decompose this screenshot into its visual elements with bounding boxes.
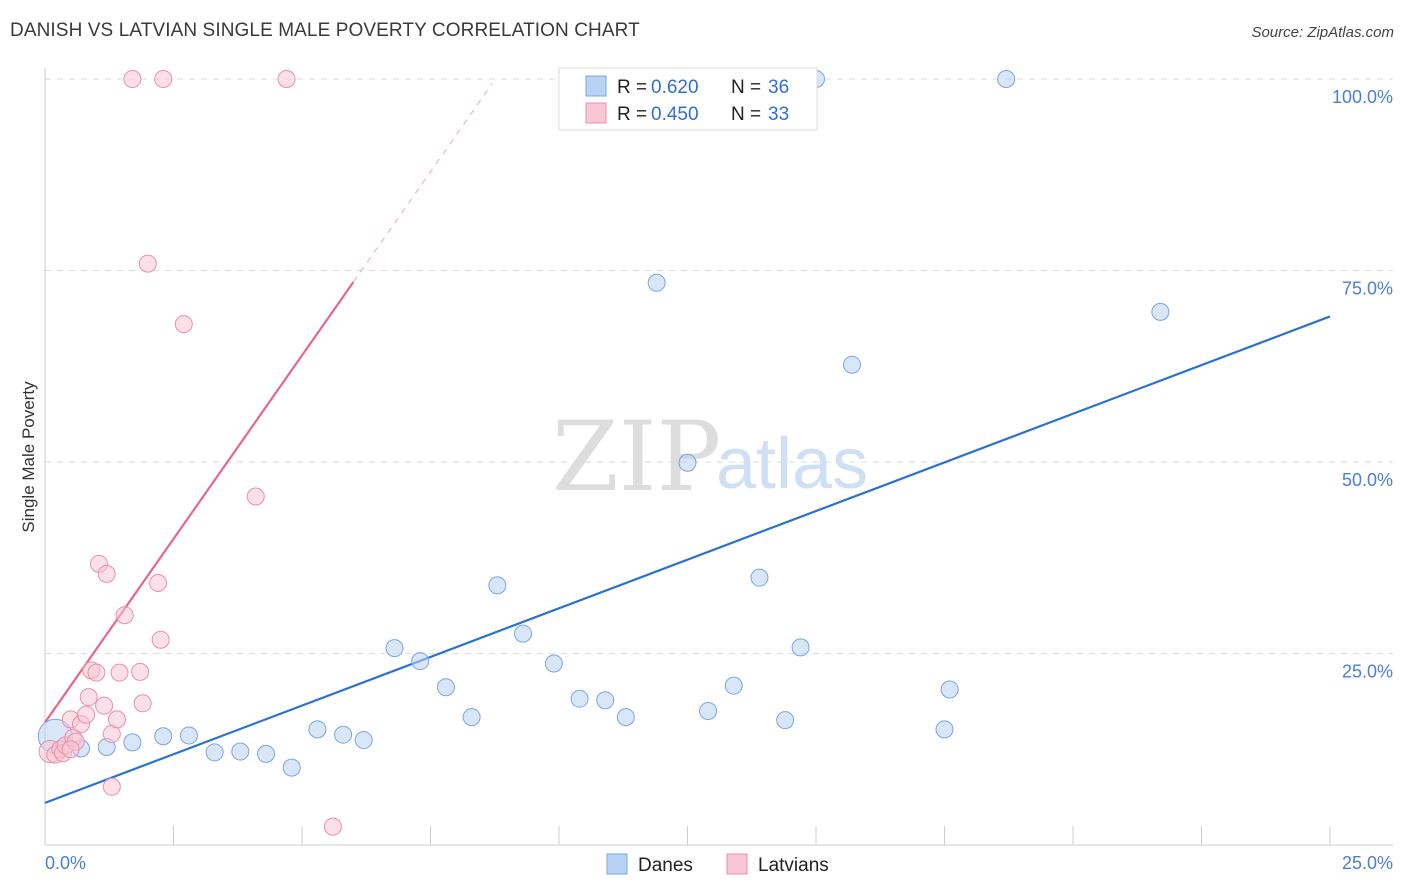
- danes-point: [179, 726, 198, 745]
- danes-point: [570, 689, 589, 708]
- latvians-point: [151, 630, 170, 649]
- latvians-point: [107, 710, 126, 729]
- danes-point: [776, 711, 795, 730]
- y-tick-label-75: 75.0%: [1342, 279, 1393, 299]
- x-tick-label-min: 0.0%: [45, 853, 86, 873]
- trend-lines: [44, 83, 1331, 804]
- latvians-point: [277, 70, 296, 88]
- danes-point: [616, 708, 635, 727]
- legend-latvians-swatch: [585, 102, 607, 124]
- y-tick-labels: 25.0% 50.0% 75.0% 100.0%: [1332, 87, 1393, 682]
- latvians-point: [115, 606, 134, 625]
- bottom-legend-latvians-swatch: [726, 853, 748, 875]
- y-tick-label-50: 50.0%: [1342, 470, 1393, 490]
- danes-point: [1151, 302, 1170, 321]
- grid-lines: [45, 78, 1393, 654]
- latvians-point: [149, 574, 168, 593]
- latvians-point: [95, 696, 114, 715]
- x-tick-label-max: 25.0%: [1342, 853, 1393, 873]
- danes-point: [678, 453, 697, 472]
- danes-point: [596, 691, 615, 710]
- danes-point: [436, 678, 455, 697]
- bottom-legend-danes-swatch: [606, 853, 628, 875]
- danes-point: [940, 680, 959, 699]
- chart-title: DANISH VS LATVIAN SINGLE MALE POVERTY CO…: [10, 20, 640, 41]
- y-axis-label: Single Male Poverty: [19, 381, 38, 533]
- latvians-point: [102, 777, 121, 796]
- legend-danes-r-value: 0.620: [651, 77, 699, 98]
- bottom-legend: Danes Latvians: [606, 853, 829, 876]
- axes: [44, 68, 1393, 846]
- danes-point: [257, 744, 276, 763]
- danes-point: [308, 720, 327, 739]
- legend-danes-n-value: 36: [768, 77, 789, 98]
- latvians-point: [174, 315, 193, 334]
- danes-point: [699, 701, 718, 720]
- danes-trend-line: [44, 315, 1331, 804]
- y-tick-label-25: 25.0%: [1342, 662, 1393, 682]
- latvians-point: [123, 70, 142, 88]
- latvians-point: [323, 817, 342, 836]
- danes-point: [647, 273, 666, 292]
- danes-point: [997, 70, 1016, 88]
- danes-point: [385, 639, 404, 658]
- y-tick-label-100: 100.0%: [1332, 87, 1393, 107]
- danes-point: [411, 652, 430, 671]
- danes-point: [791, 638, 810, 657]
- legend-danes-r-label: R =: [617, 77, 647, 98]
- danes-point: [282, 758, 301, 777]
- bottom-legend-danes-label: Danes: [638, 855, 693, 876]
- danes-point: [488, 576, 507, 595]
- legend: R = 0.620 N = 36 R = 0.450 N = 33: [558, 67, 818, 131]
- danes-point: [544, 654, 563, 673]
- legend-danes-swatch: [585, 75, 607, 97]
- danes-point: [123, 733, 142, 752]
- latvians-point: [79, 688, 98, 707]
- x-ticks: [173, 826, 1331, 845]
- legend-danes-n-label: N =: [731, 77, 761, 98]
- latvians-point: [97, 564, 116, 583]
- danes-point: [205, 743, 224, 762]
- legend-latvians-r-value: 0.450: [651, 104, 699, 125]
- latvians-point: [138, 254, 157, 273]
- data-points: [37, 70, 1170, 836]
- latvians-point: [154, 70, 173, 88]
- danes-point: [462, 708, 481, 727]
- danes-point: [935, 720, 954, 739]
- danes-point: [334, 725, 353, 744]
- latvians-point: [77, 705, 96, 724]
- latvians-point: [61, 740, 80, 759]
- latvians-point: [110, 663, 129, 682]
- danes-point: [231, 742, 250, 761]
- danes-point: [514, 624, 533, 643]
- danes-point: [750, 568, 769, 587]
- danes-point: [154, 727, 173, 746]
- bottom-legend-latvians-label: Latvians: [758, 855, 829, 876]
- latvians-trend-extension: [352, 83, 493, 283]
- danes-point: [354, 731, 373, 750]
- latvians-point: [133, 694, 152, 713]
- latvians-point: [246, 487, 265, 506]
- latvians-point: [87, 663, 106, 682]
- legend-latvians-n-label: N =: [731, 104, 761, 125]
- legend-latvians-n-value: 33: [768, 104, 789, 125]
- watermark: ZIP atlas: [552, 401, 868, 513]
- danes-point: [724, 676, 743, 695]
- watermark-zip: ZIP: [552, 401, 721, 513]
- latvians-point: [131, 662, 150, 681]
- danes-point: [842, 355, 861, 374]
- latvians-trend-line: [44, 281, 355, 724]
- legend-latvians-r-label: R =: [617, 104, 647, 125]
- source-label: Source: ZipAtlas.com: [1251, 24, 1394, 41]
- watermark-atlas: atlas: [716, 424, 868, 504]
